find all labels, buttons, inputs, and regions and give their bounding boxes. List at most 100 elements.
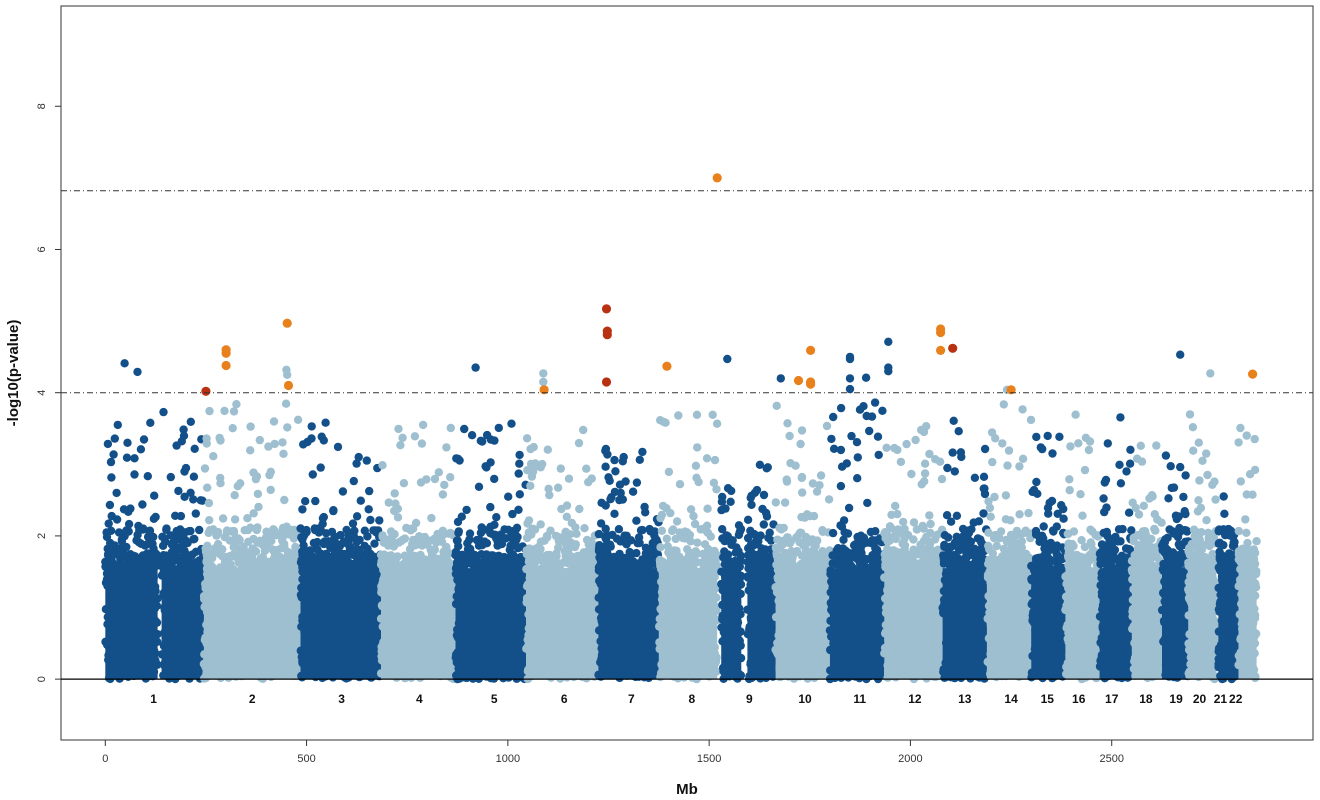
data-points xyxy=(101,173,1261,684)
chromosome-1-points xyxy=(101,418,162,684)
snp-point xyxy=(189,495,198,504)
snp-point xyxy=(225,552,234,561)
snp-point xyxy=(113,420,123,430)
snp-point xyxy=(571,523,580,532)
snp-point xyxy=(145,526,155,535)
snp-point xyxy=(652,535,661,544)
snp-point xyxy=(203,483,212,492)
snp-point xyxy=(657,526,667,535)
snp-point xyxy=(189,472,199,481)
snp-point xyxy=(150,491,159,500)
snp-point xyxy=(538,459,547,469)
snp-point xyxy=(324,560,333,569)
snp-point xyxy=(308,470,317,479)
snp-point xyxy=(190,444,199,453)
snp-point xyxy=(333,442,343,452)
snp-point xyxy=(656,416,665,425)
snp-point xyxy=(514,469,523,478)
chromosome-2-points xyxy=(199,399,305,683)
snp-point xyxy=(726,497,735,506)
snp-point xyxy=(662,534,671,543)
snp-point xyxy=(579,425,588,435)
snp-point xyxy=(184,556,193,565)
snp-point xyxy=(582,464,591,473)
chromosome-6-dense-band xyxy=(526,568,599,680)
snp-point xyxy=(366,515,375,525)
snp-point xyxy=(601,501,610,510)
snp-point xyxy=(305,552,315,562)
snp-point xyxy=(587,474,596,483)
snp-point xyxy=(562,557,571,567)
snp-point xyxy=(122,453,132,462)
snp-point xyxy=(253,538,262,547)
snp-point xyxy=(146,418,155,427)
snp-point xyxy=(594,546,604,556)
snp-point xyxy=(139,435,149,444)
snp-point xyxy=(216,436,225,445)
snp-point xyxy=(149,514,159,523)
snp-point xyxy=(658,501,668,511)
snp-point xyxy=(400,534,410,543)
snp-point xyxy=(283,547,292,557)
snp-point xyxy=(138,500,147,509)
snp-point xyxy=(322,529,331,538)
snp-point xyxy=(615,495,624,505)
snp-point xyxy=(462,505,471,515)
snp-point xyxy=(291,542,300,552)
snp-point xyxy=(546,552,555,561)
snp-point xyxy=(309,538,319,548)
snp-point xyxy=(159,407,168,417)
snp-point xyxy=(712,419,722,428)
snp-point xyxy=(335,541,345,551)
snp-point xyxy=(293,415,303,424)
snp-point xyxy=(693,443,702,452)
snp-point xyxy=(363,532,372,541)
snp-point xyxy=(188,550,197,559)
snp-point xyxy=(370,539,379,548)
snp-point xyxy=(283,423,292,432)
snp-point xyxy=(683,545,692,554)
snp-point xyxy=(676,556,685,565)
snp-point xyxy=(536,554,545,564)
snp-point xyxy=(574,438,584,448)
snp-point xyxy=(273,557,282,566)
snp-point xyxy=(278,438,287,447)
snp-point xyxy=(614,525,624,534)
snp-point xyxy=(262,527,271,536)
snp-point xyxy=(105,500,115,510)
snp-point xyxy=(632,478,642,487)
snp-point xyxy=(650,527,659,536)
snp-point xyxy=(669,546,679,555)
snp-point xyxy=(357,559,366,568)
snp-point xyxy=(482,430,492,440)
snp-point xyxy=(349,476,358,486)
snp-point xyxy=(279,449,288,458)
snp-point xyxy=(696,525,705,534)
snp-point xyxy=(419,533,428,542)
snp-point xyxy=(139,558,148,568)
snp-point xyxy=(289,534,299,543)
snp-point xyxy=(529,442,538,452)
snp-point xyxy=(232,400,241,409)
snp-point xyxy=(476,528,486,538)
snp-point xyxy=(375,516,384,525)
snp-point xyxy=(468,550,477,559)
snp-point xyxy=(575,504,584,514)
snp-point xyxy=(253,489,263,499)
snp-point xyxy=(203,541,212,550)
snp-point xyxy=(196,496,205,505)
snp-point xyxy=(515,450,524,460)
snp-point xyxy=(580,524,589,533)
snp-point xyxy=(692,410,702,419)
snp-point xyxy=(490,436,499,445)
snp-point xyxy=(180,492,189,501)
snp-point xyxy=(587,556,597,565)
chromosome-2-points xyxy=(157,407,208,684)
snp-point xyxy=(107,473,116,482)
snp-point xyxy=(727,486,736,496)
snp-point xyxy=(364,505,373,514)
snp-point xyxy=(625,547,634,557)
snp-point xyxy=(474,482,484,491)
snp-point xyxy=(200,464,210,473)
snp-point xyxy=(511,525,520,535)
